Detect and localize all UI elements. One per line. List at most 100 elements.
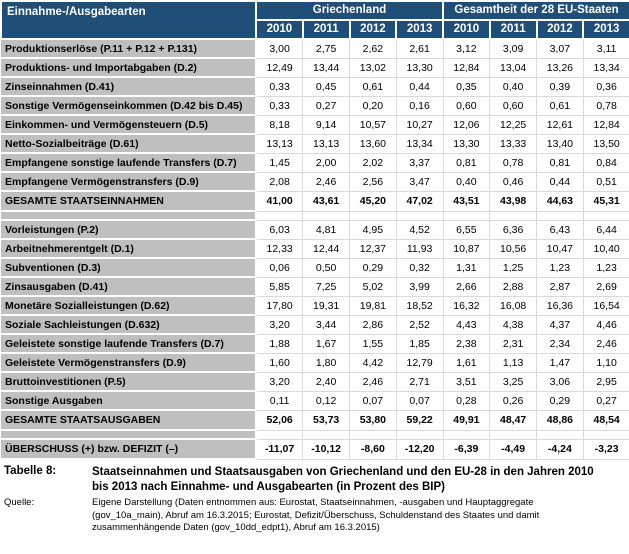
value-cell: 1,23 bbox=[536, 257, 584, 278]
table-row: Empfangene sonstige laufende Transfers (… bbox=[1, 152, 629, 173]
spacer-label-cell bbox=[1, 429, 257, 440]
value-cell: 12,33 bbox=[255, 238, 304, 259]
row-label: Einkommen- und Vermögensteuern (D.5) bbox=[1, 114, 257, 135]
value-cell: 44,63 bbox=[536, 190, 584, 212]
value-cell: -12,20 bbox=[395, 438, 444, 460]
value-cell: 2,38 bbox=[442, 333, 491, 354]
group-header-row: Einnahme-/Ausgabearten Griechenland Gesa… bbox=[0, 0, 629, 40]
value-cell: 2,69 bbox=[582, 276, 629, 297]
value-cell: 3,00 bbox=[255, 38, 304, 59]
value-cell: 2,87 bbox=[536, 276, 584, 297]
value-cell: 9,14 bbox=[302, 114, 350, 135]
group-header-greece: Griechenland bbox=[255, 0, 444, 21]
value-cell: 48,47 bbox=[489, 409, 537, 431]
value-cell: 13,33 bbox=[489, 133, 537, 154]
value-cell: 4,81 bbox=[302, 219, 350, 240]
value-cell: 1,23 bbox=[582, 257, 629, 278]
value-cell: 1,13 bbox=[489, 352, 537, 373]
value-cell: 43,61 bbox=[302, 190, 350, 212]
value-cell: 4,37 bbox=[536, 314, 584, 335]
row-label: Zinsausgaben (D.41) bbox=[1, 276, 257, 297]
row-label: Geleistete Vermögenstransfers (D.9) bbox=[1, 352, 257, 373]
value-cell: 16,54 bbox=[582, 295, 629, 316]
row-label: GESAMTE STAATSAUSGABEN bbox=[1, 409, 257, 431]
value-cell: 2,46 bbox=[582, 333, 629, 354]
value-cell: 4,42 bbox=[349, 352, 397, 373]
value-cell: 2,62 bbox=[349, 38, 397, 59]
value-cell: 13,44 bbox=[302, 57, 350, 78]
value-cell: 0,11 bbox=[255, 390, 304, 411]
total-row: GESAMTE STAATSEINNAHMEN 41,00 43,61 45,20 47… bbox=[1, 190, 629, 212]
value-cell: 13,13 bbox=[255, 133, 304, 154]
year-header-gesamtheit-der-28-eu-staaten-2013: 2013 bbox=[582, 19, 629, 40]
value-cell: 6,36 bbox=[489, 219, 537, 240]
value-cell: 2,56 bbox=[349, 171, 397, 192]
value-cell: 12,79 bbox=[395, 352, 444, 373]
value-cell: -3,23 bbox=[582, 438, 629, 460]
value-cell: 13,30 bbox=[442, 133, 491, 154]
row-label: ÜBERSCHUSS (+) bzw. DEFIZIT (–) bbox=[1, 438, 257, 460]
value-cell: 0,07 bbox=[395, 390, 444, 411]
value-cell: 3,07 bbox=[536, 38, 584, 59]
value-cell: 0,29 bbox=[536, 390, 584, 411]
row-label: Empfangene sonstige laufende Transfers (… bbox=[1, 152, 257, 173]
value-cell: 2,46 bbox=[302, 171, 350, 192]
table-row: Bruttoinvestitionen (P.5) 3,20 2,40 2,46 2,7… bbox=[1, 371, 629, 392]
value-cell: 45,20 bbox=[349, 190, 397, 212]
row-label: Sonstige Vermögenseinkommen (D.42 bis D.… bbox=[1, 95, 257, 116]
value-cell: 13,60 bbox=[349, 133, 397, 154]
value-cell: 1,67 bbox=[302, 333, 350, 354]
value-cell: 13,34 bbox=[582, 57, 629, 78]
spacer-cell bbox=[302, 210, 350, 221]
value-cell: 0,78 bbox=[489, 152, 537, 173]
table-row: Netto-Sozialbeiträge (D.61) 13,13 13,13 13,… bbox=[1, 133, 629, 154]
value-cell: 13,02 bbox=[349, 57, 397, 78]
value-cell: 0,40 bbox=[442, 171, 491, 192]
value-cell: 3,11 bbox=[582, 38, 629, 59]
value-cell: 13,40 bbox=[536, 133, 584, 154]
table-row: Soziale Sachleistungen (D.632) 3,20 3,44 2,… bbox=[1, 314, 629, 335]
value-cell: 43,51 bbox=[442, 190, 491, 212]
source-label: Quelle: bbox=[4, 497, 35, 509]
value-cell: 0,61 bbox=[536, 95, 584, 116]
group-header-eu28: Gesamtheit der 28 EU-Staaten bbox=[441, 0, 629, 21]
spacer-cell bbox=[349, 429, 397, 440]
value-cell: 12,84 bbox=[582, 114, 629, 135]
table-row: Arbeitnehmerentgelt (D.1) 12,33 12,44 12,37… bbox=[1, 238, 629, 259]
value-cell: 1,25 bbox=[489, 257, 537, 278]
row-label: Vorleistungen (P.2) bbox=[1, 219, 257, 240]
value-cell: 11,93 bbox=[395, 238, 444, 259]
value-cell: 13,50 bbox=[582, 133, 629, 154]
total-row: GESAMTE STAATSAUSGABEN 52,06 53,73 53,80 59,… bbox=[1, 409, 629, 431]
value-cell: 0,26 bbox=[489, 390, 537, 411]
value-cell: 0,60 bbox=[442, 95, 491, 116]
value-cell: 0,78 bbox=[582, 95, 629, 116]
total-row: ÜBERSCHUSS (+) bzw. DEFIZIT (–) -11,07 -10… bbox=[1, 438, 629, 460]
year-header-griechenland-2011: 2011 bbox=[301, 19, 351, 40]
spacer-cell bbox=[442, 210, 491, 221]
value-cell: 0,46 bbox=[489, 171, 537, 192]
table-row: Monetäre Sozialleistungen (D.62) 17,80 19,… bbox=[1, 295, 629, 316]
value-cell: 1,55 bbox=[349, 333, 397, 354]
value-cell: -10,12 bbox=[302, 438, 350, 460]
value-cell: 3,37 bbox=[395, 152, 444, 173]
spacer-row bbox=[1, 429, 629, 440]
table-row: Vorleistungen (P.2) 6,03 4,81 4,95 4,52 6,55 6… bbox=[1, 219, 629, 240]
value-cell: 6,55 bbox=[442, 219, 491, 240]
row-label: Monetäre Sozialleistungen (D.62) bbox=[1, 295, 257, 316]
value-cell: 0,39 bbox=[536, 76, 584, 97]
value-cell: 0,28 bbox=[442, 390, 491, 411]
value-cell: 6,43 bbox=[536, 219, 584, 240]
value-cell: 19,81 bbox=[349, 295, 397, 316]
value-cell: 2,66 bbox=[442, 276, 491, 297]
value-cell: 12,84 bbox=[442, 57, 491, 78]
value-cell: 0,50 bbox=[302, 257, 350, 278]
value-cell: 13,34 bbox=[395, 133, 444, 154]
value-cell: -8,60 bbox=[349, 438, 397, 460]
value-cell: 2,34 bbox=[536, 333, 584, 354]
value-cell: 8,18 bbox=[255, 114, 304, 135]
spacer-cell bbox=[489, 210, 537, 221]
value-cell: 6,44 bbox=[582, 219, 629, 240]
value-cell: 1,45 bbox=[255, 152, 304, 173]
year-header-gesamtheit-der-28-eu-staaten-2011: 2011 bbox=[488, 19, 538, 40]
